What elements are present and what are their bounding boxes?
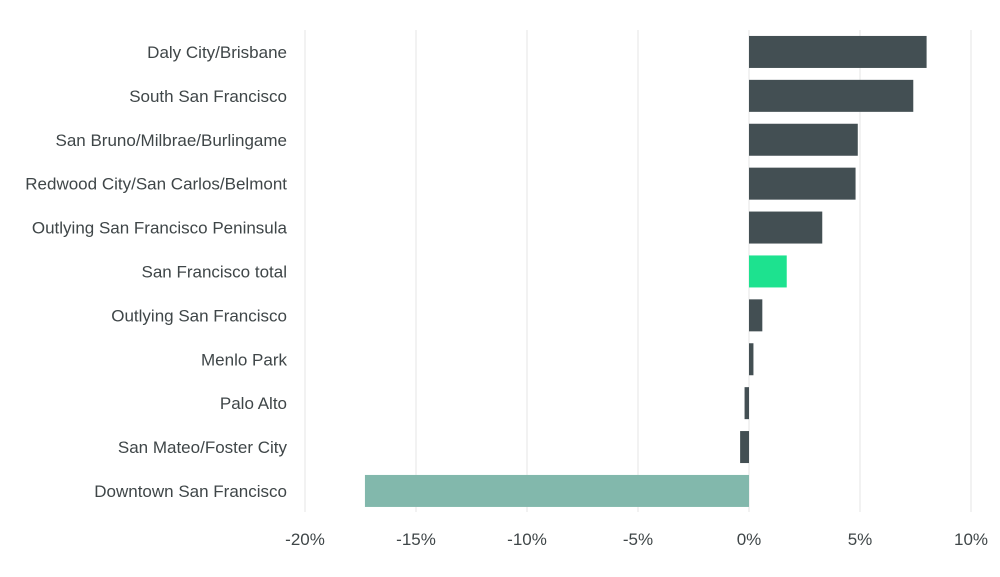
x-tick-label: 0% [737,530,762,549]
x-tick-label: -10% [507,530,547,549]
category-label: San Francisco total [141,262,287,281]
bar [749,343,754,376]
bar [749,79,914,112]
bar [749,167,856,200]
category-label: San Mateo/Foster City [118,438,288,457]
x-axis-tick-labels: -20% -15% -10% -5% 0% 5% 10% [285,530,988,549]
x-tick-label: -5% [623,530,653,549]
bar [744,387,749,420]
category-label: Redwood City/San Carlos/Belmont [25,175,287,194]
category-label: Menlo Park [201,350,287,369]
category-label: South San Francisco [129,87,287,106]
x-tick-label: 5% [848,530,873,549]
bar [749,123,858,156]
category-label: Downtown San Francisco [94,482,287,501]
x-tick-label: 10% [954,530,988,549]
category-label: Outlying San Francisco [111,306,287,325]
bars [364,35,927,507]
category-label: Outlying San Francisco Peninsula [32,219,288,238]
bar [749,211,823,244]
category-label: Daly City/Brisbane [147,43,287,62]
bar [749,299,763,332]
category-label: Palo Alto [220,394,287,413]
bar [749,255,787,288]
bar [740,431,749,464]
x-tick-label: -20% [285,530,325,549]
category-labels: Daly City/Brisbane South San Francisco San… [25,43,287,501]
x-tick-label: -15% [396,530,436,549]
category-label: San Bruno/Milbrae/Burlingame [55,131,287,150]
bar [749,35,927,68]
bar [364,474,749,507]
